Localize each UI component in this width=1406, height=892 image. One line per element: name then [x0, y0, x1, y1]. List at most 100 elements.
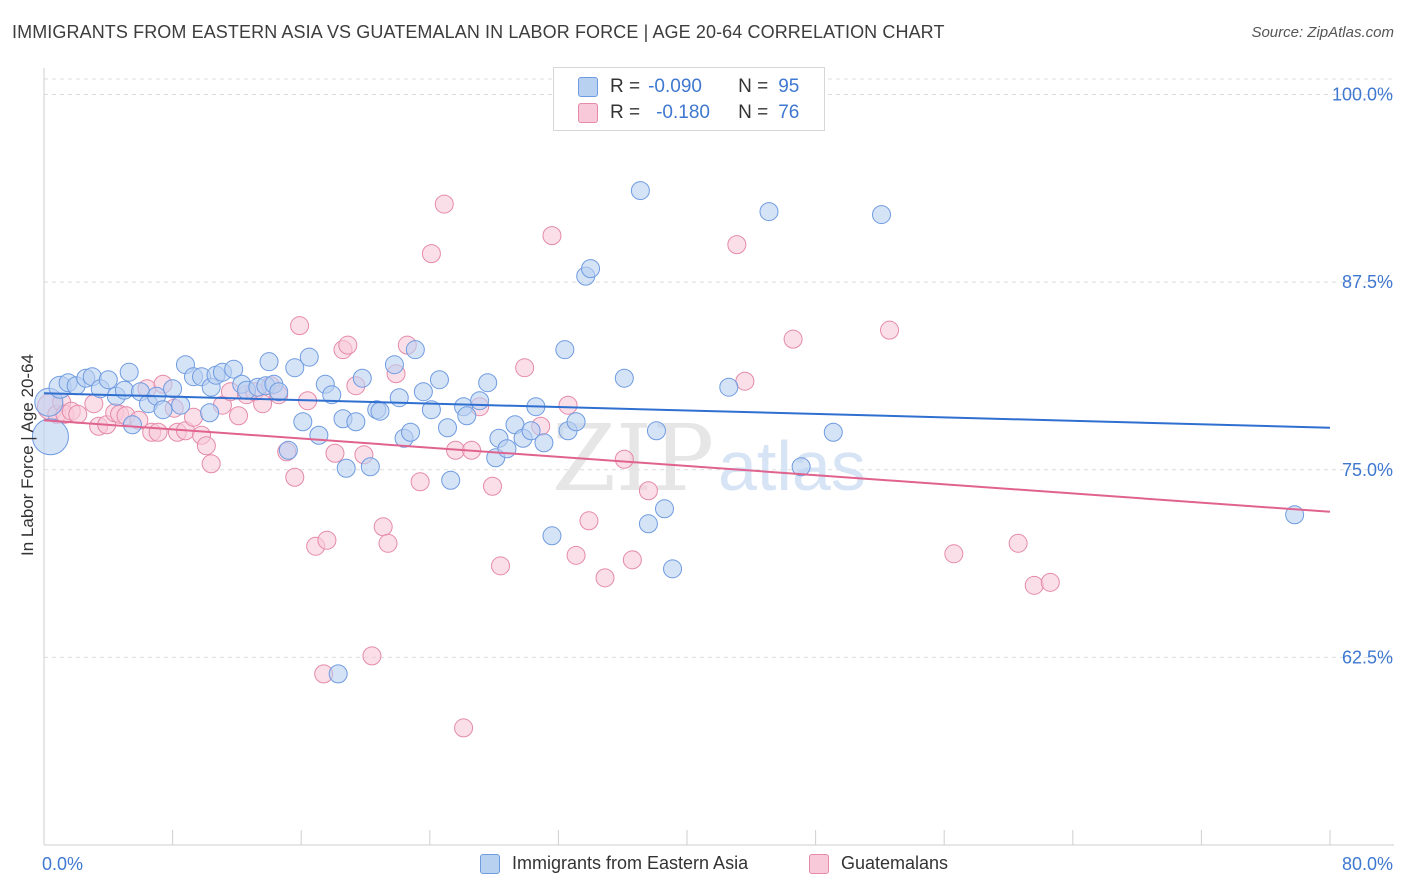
eastern-asia-point	[555, 340, 575, 360]
eastern-asia-point	[163, 379, 183, 399]
chart-title: IMMIGRANTS FROM EASTERN ASIA VS GUATEMAL…	[12, 22, 945, 42]
eastern-asia-point	[322, 385, 342, 405]
guatemalan-point	[201, 454, 221, 474]
eastern-asia-point	[646, 421, 666, 441]
eastern-asia-point	[171, 395, 191, 415]
guatemalan-point	[1040, 572, 1060, 592]
eastern-asia-point	[437, 418, 457, 438]
eastern-asia-point	[370, 401, 390, 421]
guatemalan-point	[410, 472, 430, 492]
guatemalan-point	[454, 718, 474, 738]
guatemalan-point	[566, 545, 586, 565]
eastern-asia-point	[346, 412, 366, 432]
legend-label: Immigrants from Eastern Asia	[512, 853, 749, 873]
eastern-asia-point	[581, 259, 601, 279]
blue-swatch	[480, 853, 500, 874]
guatemalan-point	[491, 556, 511, 576]
eastern-asia-point	[224, 359, 244, 379]
guatemalan-point	[253, 394, 273, 414]
eastern-asia-trend-line	[43, 392, 1331, 429]
eastern-asia-point	[259, 352, 279, 372]
eastern-asia-point	[119, 362, 139, 382]
eastern-asia-point	[457, 406, 477, 426]
guatemalan-point	[622, 550, 642, 570]
r-label: R =	[610, 76, 641, 97]
blue-swatch	[578, 77, 598, 97]
guatemalan-point	[338, 335, 358, 355]
legend-label: Guatemalans	[841, 853, 949, 873]
eastern-asia-point	[401, 422, 421, 442]
guatemalan-point	[783, 329, 803, 349]
r-label: R =	[610, 102, 641, 123]
y-tick-label: 87.5%	[1342, 272, 1393, 292]
eastern-asia-point	[542, 526, 562, 546]
y-tick-label: 62.5%	[1342, 647, 1393, 667]
y-tick-label: 75.0%	[1342, 460, 1393, 480]
guatemalan-point	[148, 422, 168, 442]
eastern-asia-point	[630, 181, 650, 201]
eastern-asia-point	[872, 205, 892, 225]
eastern-asia-point	[719, 377, 739, 397]
eastern-asia-point	[384, 355, 404, 375]
eastern-asia-point	[405, 340, 425, 360]
guatemalan-point	[727, 235, 747, 255]
correlation-legend: R = -0.090 N = 95 R = -0.180 N = 76	[553, 67, 825, 131]
legend-item-guatemalans: Guatemalans	[809, 853, 948, 874]
guatemalan-point	[325, 443, 345, 463]
guatemalan-point	[378, 533, 398, 553]
eastern-asia-point	[521, 421, 541, 441]
eastern-asia-point	[389, 388, 409, 408]
eastern-asia-point	[336, 458, 356, 478]
eastern-asia-point	[478, 373, 498, 393]
r-value: -0.090	[648, 76, 702, 97]
guatemalan-point	[421, 244, 441, 264]
eastern-asia-point	[791, 457, 811, 477]
guatemalan-point	[735, 371, 755, 391]
guatemalan-point	[558, 395, 578, 415]
series-legend: Immigrants from Eastern Asia Guatemalans	[0, 850, 1406, 880]
n-value: 76	[778, 102, 800, 123]
pink-swatch	[578, 103, 598, 123]
guatemalan-point	[196, 436, 216, 456]
n-label: N =	[738, 102, 769, 123]
guatemalan-point	[638, 481, 658, 501]
y-tick-label: 100.0%	[1332, 85, 1393, 105]
eastern-asia-point	[269, 382, 289, 402]
eastern-asia-point	[352, 368, 372, 388]
legend-item-eastern-asia: Immigrants from Eastern Asia	[480, 853, 748, 874]
eastern-asia-point	[429, 370, 449, 390]
eastern-asia-point	[638, 514, 658, 534]
eastern-asia-point	[278, 440, 298, 460]
guatemalan-point	[317, 530, 337, 550]
eastern-asia-point	[153, 400, 173, 420]
eastern-asia-point	[328, 664, 348, 684]
guatemalan-point	[515, 358, 535, 378]
x-tick-label: 80.0%	[1342, 854, 1393, 874]
eastern-asia-point	[299, 347, 319, 367]
eastern-asia-point	[98, 370, 118, 390]
legend-row-blue: R = -0.090 N = 95	[578, 75, 799, 99]
guatemalan-point	[579, 511, 599, 531]
eastern-asia-point	[497, 439, 517, 459]
r-value: -0.180	[656, 102, 710, 123]
guatemalan-point	[229, 406, 249, 426]
eastern-asia-point	[663, 559, 683, 579]
guatemalan-point	[595, 568, 615, 588]
guatemalan-point	[68, 404, 88, 424]
eastern-asia-point	[293, 412, 313, 432]
eastern-asia-point	[285, 358, 305, 378]
x-tick-label: 0.0%	[42, 854, 83, 874]
guatemalan-point	[1024, 575, 1044, 595]
guatemalan-point	[482, 476, 502, 496]
eastern-asia-point	[122, 415, 142, 435]
eastern-asia-point	[470, 391, 490, 411]
guatemalan-point	[1008, 533, 1028, 553]
eastern-asia-point	[413, 382, 433, 402]
guatemalan-point	[285, 467, 305, 487]
guatemalan-point	[290, 316, 310, 336]
guatemalan-point	[434, 194, 454, 214]
guatemalan-point	[542, 226, 562, 246]
eastern-asia-point	[421, 400, 441, 420]
eastern-asia-point	[441, 470, 461, 490]
